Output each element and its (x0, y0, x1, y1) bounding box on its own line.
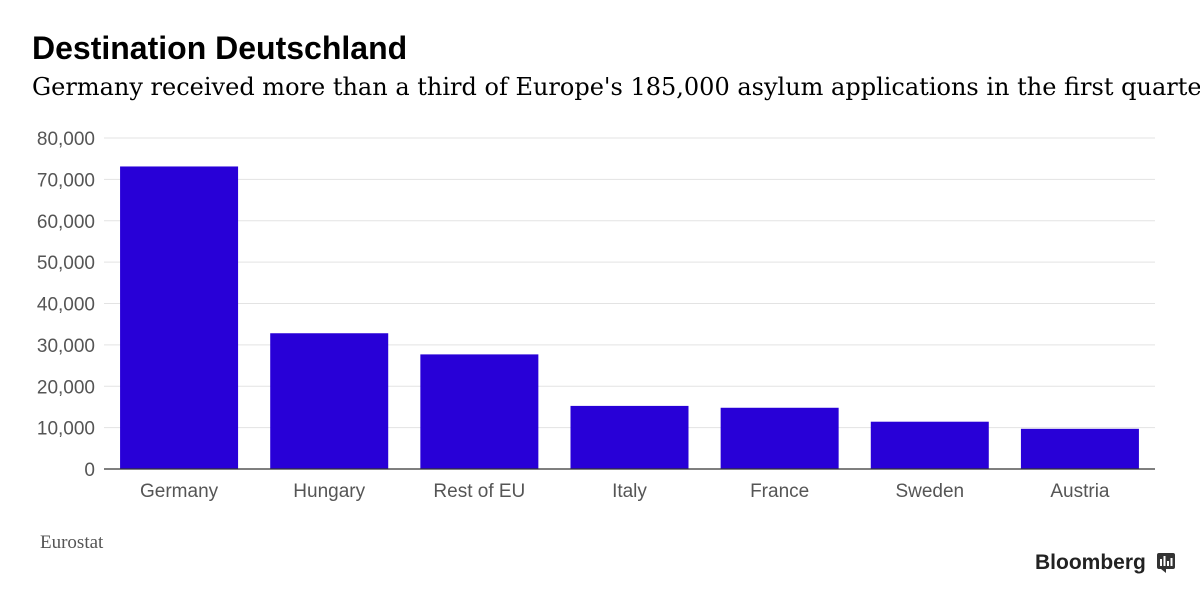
chart-title: Destination Deutschland (32, 30, 408, 66)
bloomberg-chart-icon (1157, 553, 1175, 573)
chart-subtitle: Germany received more than a third of Eu… (32, 73, 1200, 101)
y-tick-label: 20,000 (37, 377, 95, 398)
y-tick-label: 70,000 (37, 170, 95, 191)
x-tick-label: Italy (612, 481, 647, 502)
source-note: Eurostat (40, 532, 104, 553)
y-tick-label: 40,000 (37, 295, 95, 316)
bar-italy (570, 405, 689, 469)
y-tick-label: 60,000 (37, 212, 95, 233)
x-tick-label: Austria (1050, 481, 1110, 502)
y-tick-label: 0 (84, 460, 95, 481)
x-tick-label: Germany (140, 481, 219, 502)
bar-rest-of-eu (420, 354, 539, 469)
y-tick-label: 50,000 (37, 253, 95, 274)
brand-logo: Bloomberg (1035, 551, 1146, 574)
x-axis-labels: Germany Hungary Rest of EU Italy France Swede… (140, 481, 1110, 502)
bar-hungary (270, 333, 389, 469)
bar-france (720, 407, 839, 469)
bar-austria (1020, 428, 1139, 469)
bar-germany (120, 166, 239, 469)
y-axis-ticks: 0 10,000 20,000 30,000 40,000 50,000 60,000 70,… (37, 129, 95, 481)
y-tick-label: 80,000 (37, 129, 95, 150)
y-tick-label: 30,000 (37, 336, 95, 357)
x-tick-label: Sweden (895, 481, 964, 502)
bar-sweden (870, 421, 989, 469)
x-tick-label: Rest of EU (433, 481, 525, 502)
x-tick-label: France (750, 481, 809, 502)
x-tick-label: Hungary (293, 481, 365, 502)
gridlines (104, 137, 1155, 429)
y-tick-label: 10,000 (37, 419, 95, 440)
bars (120, 166, 1139, 469)
